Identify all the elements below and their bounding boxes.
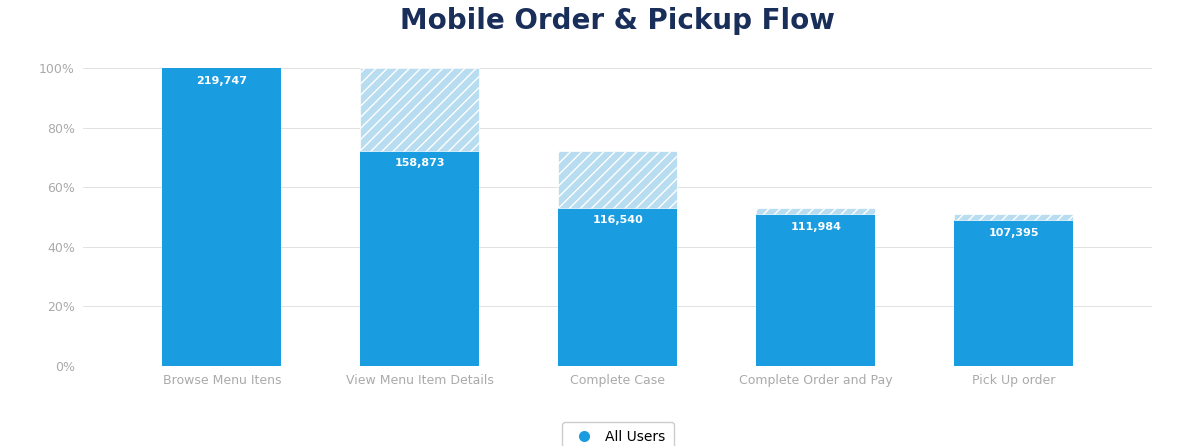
Text: 116,540: 116,540 — [593, 215, 643, 226]
Bar — [360, 151, 479, 366]
Text: 158,873: 158,873 — [394, 158, 446, 168]
Text: 111,984: 111,984 — [790, 222, 841, 231]
Bar — [360, 68, 479, 151]
Bar — [757, 208, 876, 214]
Title: Mobile Order & Pickup Flow: Mobile Order & Pickup Flow — [400, 7, 835, 34]
Bar — [558, 151, 677, 208]
Bar — [954, 214, 1073, 220]
Text: 219,747: 219,747 — [196, 76, 247, 86]
Bar — [163, 68, 282, 366]
Text: 107,395: 107,395 — [988, 228, 1040, 238]
Legend: All Users: All Users — [562, 422, 674, 446]
Bar — [954, 220, 1073, 366]
Bar — [757, 214, 876, 366]
Bar — [558, 208, 677, 366]
